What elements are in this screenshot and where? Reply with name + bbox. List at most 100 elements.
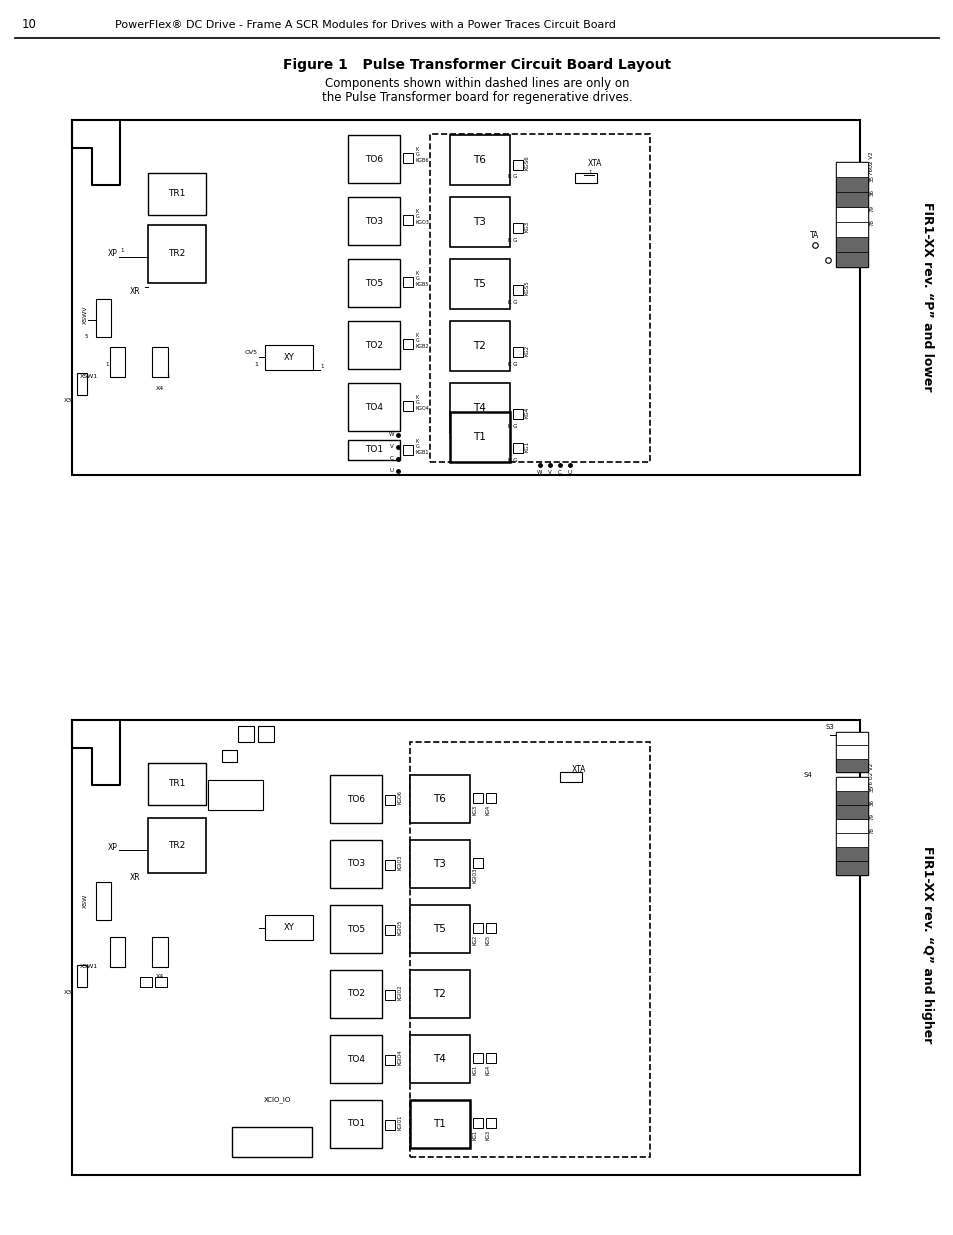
Bar [835,237,867,252]
Text: T3: T3 [433,860,446,869]
Bar [450,412,510,462]
Bar [513,161,522,170]
Text: T1: T1 [433,1119,446,1129]
Text: XR: XR [130,287,140,295]
Bar [473,1118,482,1128]
Bar [485,1053,496,1063]
Text: KGO6: KGO6 [397,790,402,804]
Text: KGS6: KGS6 [524,156,530,170]
Bar [559,772,581,782]
Text: 1: 1 [253,363,257,368]
Text: XCIO_IO: XCIO_IO [263,1097,291,1103]
Text: 36: 36 [868,799,874,806]
Bar [485,1118,496,1128]
Text: T4: T4 [473,403,486,412]
Text: T2: T2 [473,341,486,351]
Bar [96,882,111,920]
Text: XTA: XTA [587,158,601,168]
Bar [513,285,522,295]
Text: K
G
KGB1: K G KGB1 [416,438,429,456]
Text: KG5: KG5 [485,935,491,945]
Text: XSW: XSW [83,894,88,908]
Bar [148,763,206,805]
Bar [140,977,152,987]
Text: 10: 10 [22,19,37,32]
Bar [148,225,206,283]
Text: W: W [388,432,394,437]
Bar [154,977,167,987]
Bar [513,224,522,233]
Bar [71,720,859,1174]
Bar [385,1055,395,1065]
Text: KG3: KG3 [473,805,477,815]
Text: C: C [558,469,561,474]
Bar [835,191,867,207]
Text: 78: 78 [868,827,874,835]
Bar [385,990,395,1000]
Bar [450,383,510,433]
Bar [835,252,867,267]
Text: XY: XY [283,924,294,932]
Bar [222,750,236,762]
Text: TO5: TO5 [347,925,365,934]
Bar [208,781,263,810]
Text: KG4: KG4 [485,1065,491,1074]
Text: K
G
KGB6: K G KGB6 [416,147,429,163]
Text: FIR1-XX rev. “P” and lower: FIR1-XX rev. “P” and lower [921,203,934,391]
Text: 35: 35 [868,785,874,793]
Text: K G: K G [508,457,517,462]
Bar [410,776,470,823]
Text: 78: 78 [868,220,874,226]
Bar [835,746,867,758]
Bar [77,965,87,987]
Text: 35: 35 [868,174,874,182]
Bar [473,1053,482,1063]
Text: V: V [390,445,394,450]
Bar [77,373,87,395]
Text: KGIO4: KGIO4 [397,1050,402,1065]
Text: KGS5: KGS5 [524,280,530,295]
Text: XSW1: XSW1 [80,965,98,969]
Bar [402,401,413,411]
Text: FIR1-XX rev. “Q” and higher: FIR1-XX rev. “Q” and higher [921,846,934,1044]
Text: K
G
KGB5: K G KGB5 [416,270,429,288]
Text: T6: T6 [433,794,446,804]
Bar [348,321,399,369]
Bar [835,777,867,790]
Text: PowerFlex® DC Drive - Frame A SCR Modules for Drives with a Power Traces Circuit: PowerFlex® DC Drive - Frame A SCR Module… [115,20,616,30]
Bar [110,347,125,377]
Text: KG3: KG3 [485,1130,491,1140]
Text: TO2: TO2 [365,341,382,350]
Text: S4: S4 [802,772,812,778]
Text: KG1: KG1 [473,1065,477,1074]
Text: XP: XP [108,248,118,258]
Bar [330,905,381,953]
Bar [402,277,413,287]
Bar [835,222,867,237]
Text: S3: S3 [824,724,834,730]
Text: XP: XP [108,842,118,851]
Text: 79: 79 [868,205,874,211]
Text: TR2: TR2 [168,249,186,258]
Text: XTA: XTA [572,766,586,774]
Text: 76 U2 V2: 76 U2 V2 [868,762,874,788]
Bar [410,1100,470,1149]
Text: KG2: KG2 [524,345,530,356]
Bar [402,153,413,163]
Text: KGIO3: KGIO3 [397,855,402,869]
Text: 1: 1 [120,248,124,253]
Text: KGIO3: KGIO3 [473,867,477,883]
Text: OV5: OV5 [245,351,257,356]
Bar [835,861,867,876]
Bar [450,321,510,370]
Bar [473,923,482,932]
Bar [835,177,867,191]
Text: T3: T3 [473,217,486,227]
Bar [265,345,313,370]
Text: KGIO1: KGIO1 [397,1114,402,1130]
Text: KG4: KG4 [485,805,491,815]
Text: TO6: TO6 [365,154,383,163]
Bar [835,207,867,222]
Bar [330,840,381,888]
Bar [110,937,125,967]
